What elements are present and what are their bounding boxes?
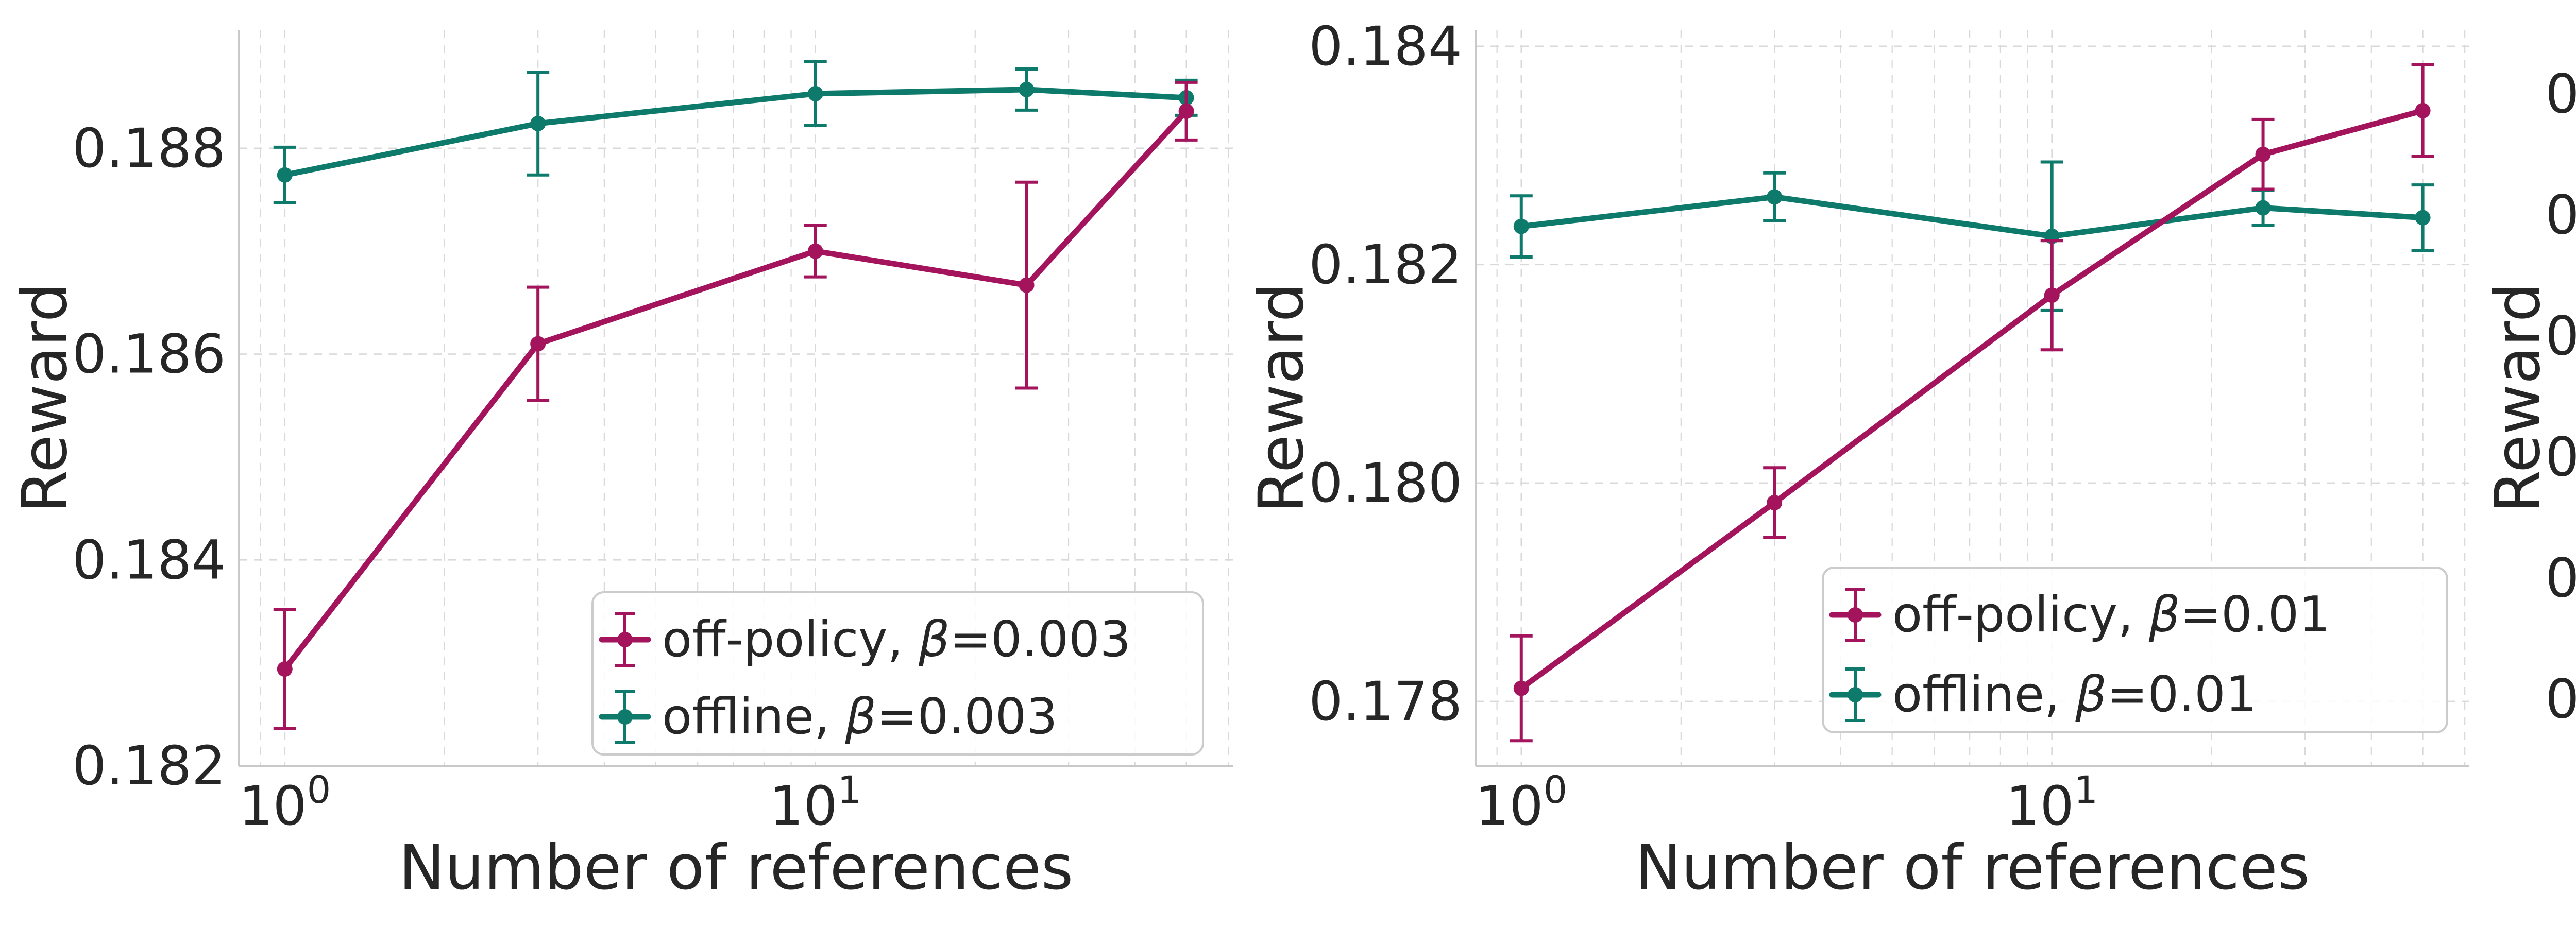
data-point	[807, 243, 823, 259]
data-point	[530, 115, 546, 131]
legend-label: offline, β=0.003	[662, 689, 1058, 745]
y-axis-title: Reward	[1246, 283, 1318, 513]
data-point	[277, 167, 293, 183]
data-point	[2255, 200, 2271, 216]
x-tick-label: 101	[2006, 768, 2098, 837]
data-point	[277, 661, 293, 677]
series-off-policy	[273, 80, 1198, 731]
legend-entry: offline, β=0.01	[1829, 666, 2257, 723]
legend-box	[591, 591, 1204, 756]
x-axis-title: Number of references	[1635, 832, 2310, 904]
y-axis-tick-labels: 0.178 0.180 0.182 0.184	[1309, 15, 1462, 733]
data-point	[1767, 495, 1783, 511]
panel-beta-0.1: 0.1660.1670.1680.1690.1700.171100101Numb…	[2473, 0, 2576, 927]
series-line	[1518, 194, 2426, 239]
data-point	[1767, 189, 1783, 205]
legend-label: off-policy, β=0.01	[1892, 587, 2330, 643]
y-tick-label: 0.182	[1309, 233, 1462, 296]
data-point	[2415, 210, 2431, 226]
x-tick-label: 100	[1475, 768, 1567, 837]
x-tick-label: 100	[239, 768, 331, 837]
panel-beta-0.003: 0.182 0.184 0.186 0.188 100 101 Number of refe…	[0, 0, 1236, 927]
series-offline	[273, 60, 1198, 204]
y-tick-label: 0.168	[2545, 426, 2576, 489]
data-point	[2044, 287, 2060, 303]
legend: off-policy, β=0.01 offline, β=0.01	[1822, 566, 2448, 733]
y-tick-label: 0.169	[2545, 305, 2576, 368]
chart-panel-3: 0.1660.1670.1680.1690.1700.171100101Numb…	[2483, 63, 2576, 731]
series-line	[282, 87, 1190, 178]
legend-marker-point	[617, 709, 633, 725]
data-point	[530, 336, 546, 352]
legend-marker-point	[1848, 607, 1863, 623]
legend-label: off-policy, β=0.003	[662, 611, 1131, 668]
panel-beta-0.01: 0.178 0.180 0.182 0.184 100 101 Number of refe…	[1236, 0, 2473, 927]
y-tick-label: 0.170	[2545, 184, 2576, 247]
y-tick-label: 0.180	[1309, 452, 1462, 514]
x-axis-tick-labels: 100 101	[239, 768, 861, 837]
data-point	[1019, 81, 1035, 97]
legend-entry: off-policy, β=0.01	[1829, 587, 2330, 643]
y-tick-label: 0.186	[72, 323, 226, 386]
x-tick-label: 101	[769, 768, 861, 837]
y-tick-label: 0.184	[72, 528, 226, 591]
y-axis-title: Reward	[2483, 283, 2554, 513]
series-line	[282, 108, 1190, 672]
legend-label: offline, β=0.01	[1892, 666, 2257, 723]
data-point	[1019, 277, 1035, 293]
legend-entry: offline, β=0.003	[599, 689, 1058, 745]
y-axis-tick-labels: 0.166 0.167 0.168 0.169 0.170 0.171	[2545, 63, 2576, 731]
data-point	[1513, 218, 1529, 234]
y-tick-label: 0.167	[2545, 547, 2576, 610]
y-tick-label: 0.188	[72, 117, 226, 180]
data-point	[2255, 146, 2271, 162]
data-point	[1513, 680, 1529, 696]
x-axis-tick-labels: 100 101	[1475, 768, 2098, 837]
y-tick-label: 0.184	[1309, 15, 1462, 78]
legend-marker-point	[617, 632, 633, 647]
y-tick-label: 0.166	[2545, 668, 2576, 731]
x-axis-title: Number of references	[399, 832, 1074, 904]
y-axis-title: Reward	[10, 283, 81, 513]
series-offline	[1510, 160, 2434, 312]
data-point	[1178, 103, 1194, 119]
data-point	[807, 85, 823, 101]
y-tick-label: 0.178	[1309, 670, 1462, 733]
legend-box	[1822, 566, 2448, 733]
y-axis-tick-labels: 0.182 0.184 0.186 0.188	[72, 117, 226, 797]
data-point	[2415, 102, 2431, 118]
legend: off-policy, β=0.003 offline, β=0.003	[591, 591, 1204, 756]
y-tick-label: 0.182	[72, 734, 226, 797]
y-tick-label: 0.171	[2545, 63, 2576, 126]
series-off-policy	[1510, 63, 2434, 743]
legend-entry: off-policy, β=0.003	[599, 611, 1131, 668]
legend-marker-point	[1848, 687, 1863, 702]
